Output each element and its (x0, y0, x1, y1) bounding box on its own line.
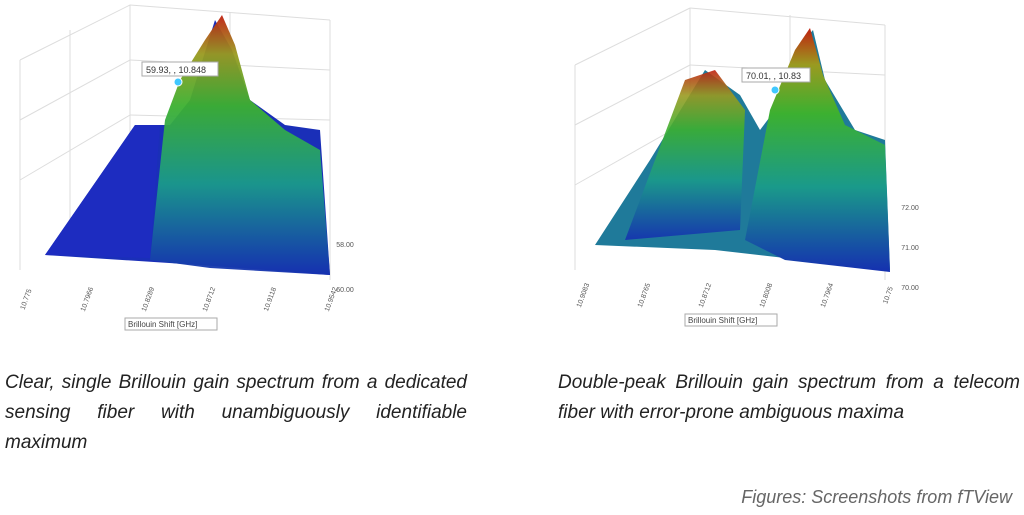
depth-tick-label: 71.00 (901, 245, 919, 252)
peak-marker (173, 77, 183, 87)
axis-label: Brillouin Shift [GHz] (128, 320, 197, 329)
x-tick-label: 10.9118 (263, 287, 278, 313)
x-tick-label: 10.8008 (759, 282, 774, 308)
x-tick-label: 10.7964 (820, 282, 835, 308)
x-tick-label: 10.775 (20, 288, 34, 311)
x-tick-label: 10.8712 (698, 282, 713, 308)
x-tick-label: 10.8765 (637, 282, 652, 308)
x-tick-label: 10.8289 (141, 286, 156, 312)
caption: Double-peak Brillouin gain spectrum from… (558, 372, 1020, 423)
tooltip-box (141, 61, 219, 77)
depth-tick-label: 60.00 (336, 287, 354, 294)
caption: Clear, single Brillouin gain spectrum fr… (5, 372, 467, 453)
surface-peak (150, 15, 330, 275)
footer: Figures: Screenshots from fTView (741, 487, 1012, 507)
axis-label-box (124, 317, 218, 331)
axis-label: Brillouin Shift [GHz] (688, 316, 757, 325)
depth-tick-label: 58.00 (336, 242, 354, 249)
depth-tick-label: 70.00 (901, 285, 919, 292)
axis-label-box (684, 313, 778, 327)
tooltip-box (741, 67, 811, 83)
tooltip: 70.01, , 10.83 (746, 71, 801, 81)
x-tick-label: 10.8712 (202, 286, 217, 312)
x-tick-label: 10.9083 (576, 282, 591, 308)
x-tick-label: 10.7966 (80, 286, 95, 312)
figure-1: 59.93, , 10.848 Brillouin Shift [GHz] 10… (19, 4, 354, 331)
x-tick-label: 10.75 (882, 286, 895, 305)
surface-peak-1 (625, 70, 745, 240)
peak-marker (770, 85, 780, 95)
surface-left (45, 125, 160, 258)
surface-peak-2 (745, 28, 890, 272)
figure-2: 70.01, , 10.83 Brillouin Shift [GHz] 10.… (574, 7, 919, 327)
depth-tick-label: 72.00 (901, 205, 919, 212)
tooltip: 59.93, , 10.848 (146, 65, 206, 75)
